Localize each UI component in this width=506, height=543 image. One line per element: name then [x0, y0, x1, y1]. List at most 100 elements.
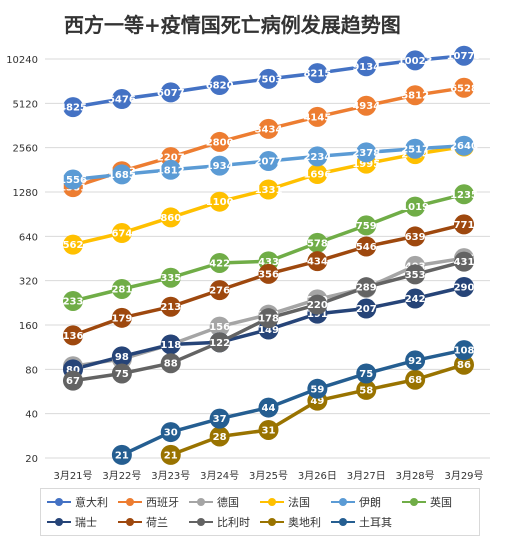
- data-point: [63, 325, 83, 346]
- legend-swatch: [260, 497, 284, 507]
- data-point: [160, 353, 181, 374]
- data-point: [356, 236, 377, 257]
- data-point: [454, 276, 474, 297]
- data-label: 88: [164, 359, 178, 370]
- legend-swatch: [331, 517, 355, 527]
- data-label: 80: [66, 365, 80, 376]
- data-point: [63, 169, 83, 190]
- x-tick-label: 3月26日: [298, 470, 337, 482]
- data-point: [209, 155, 230, 176]
- data-point: [160, 267, 181, 288]
- y-tick-label: 20: [25, 454, 38, 465]
- legend-item: 奥地利: [260, 514, 331, 530]
- data-label: 578: [307, 238, 328, 249]
- data-point: [258, 68, 279, 89]
- legend-label: 英国: [430, 496, 452, 509]
- data-label: 44: [262, 403, 276, 414]
- y-tick-label: 1280: [13, 188, 38, 199]
- legend-item: 西班牙: [118, 494, 189, 510]
- legend-item: 荷兰: [118, 514, 189, 530]
- data-label: 2800: [206, 137, 234, 148]
- legend-item: 德国: [189, 494, 260, 510]
- data-point: [111, 164, 132, 185]
- data-label: 28: [213, 432, 227, 443]
- legend-label: 土耳其: [359, 516, 392, 529]
- data-label: 68: [408, 375, 422, 386]
- data-point: [454, 45, 474, 66]
- legend-swatch: [331, 497, 355, 507]
- data-point: [356, 363, 377, 384]
- data-label: 21: [115, 450, 129, 461]
- data-point: [258, 397, 279, 418]
- data-label: 242: [405, 294, 426, 305]
- legend-item: 比利时: [189, 514, 260, 530]
- legend-item: 瑞士: [47, 514, 118, 530]
- data-label: 5812: [401, 91, 429, 102]
- data-label: 59: [310, 384, 324, 395]
- data-label: 356: [258, 269, 279, 280]
- data-point: [356, 379, 377, 400]
- legend-swatch: [118, 517, 142, 527]
- data-point: [160, 422, 181, 443]
- data-point: [454, 251, 474, 272]
- data-point: [307, 378, 328, 399]
- data-point: [111, 89, 132, 110]
- legend-item: 伊朗: [331, 494, 402, 510]
- y-tick-label: 320: [19, 277, 38, 288]
- data-label: 860: [160, 213, 181, 224]
- data-label: 220: [307, 300, 328, 311]
- data-label: 4934: [352, 101, 380, 112]
- legend-label: 德国: [217, 496, 239, 509]
- legend-swatch: [118, 497, 142, 507]
- data-label: 75: [115, 369, 129, 380]
- data-label: 431: [454, 257, 475, 268]
- data-point: [258, 419, 279, 440]
- data-point: [160, 207, 181, 228]
- data-label: 86: [457, 360, 471, 371]
- data-point: [454, 354, 474, 375]
- data-point: [307, 294, 328, 315]
- data-label: 276: [209, 286, 230, 297]
- data-point: [405, 50, 426, 71]
- data-label: 759: [356, 221, 377, 232]
- data-label: 122: [209, 338, 230, 349]
- data-point: [258, 179, 279, 200]
- x-tick-label: 3月21号: [53, 470, 92, 482]
- data-label: 290: [454, 282, 475, 293]
- data-label: 92: [408, 356, 422, 367]
- data-label: 10779: [447, 51, 482, 62]
- data-point: [209, 74, 230, 95]
- data-point: [209, 280, 230, 301]
- x-tick-label: 3月27日: [347, 470, 386, 482]
- legend-label: 西班牙: [146, 496, 179, 509]
- data-point: [307, 63, 328, 84]
- data-label: 335: [160, 273, 181, 284]
- data-point: [209, 252, 230, 273]
- data-label: 6820: [206, 80, 234, 91]
- data-label: 771: [454, 220, 475, 231]
- data-label: 2207: [157, 153, 185, 164]
- y-tick-label: 160: [19, 321, 38, 332]
- data-label: 207: [356, 304, 377, 315]
- data-label: 3434: [255, 124, 283, 135]
- y-tick-label: 10240: [6, 55, 38, 66]
- data-point: [356, 142, 377, 163]
- data-point: [111, 363, 132, 384]
- data-label: 1235: [450, 190, 478, 201]
- data-label: 674: [111, 229, 132, 240]
- legend-item: 土耳其: [331, 514, 402, 530]
- legend: 意大利 西班牙 德国 法国 伊朗 英国 瑞士 荷兰 比利时 奥地利 土耳其: [40, 488, 480, 536]
- legend-swatch: [47, 497, 71, 507]
- x-tick-label: 3月29号: [444, 470, 483, 482]
- data-point: [63, 234, 83, 255]
- data-point: [258, 151, 279, 172]
- data-label: 2077: [255, 157, 283, 168]
- data-point: [63, 97, 83, 118]
- data-point: [63, 370, 83, 391]
- legend-label: 荷兰: [146, 516, 168, 529]
- data-point: [405, 369, 426, 390]
- data-label: 191: [307, 309, 328, 320]
- data-label: 2234: [303, 152, 331, 163]
- y-tick-label: 40: [25, 410, 38, 421]
